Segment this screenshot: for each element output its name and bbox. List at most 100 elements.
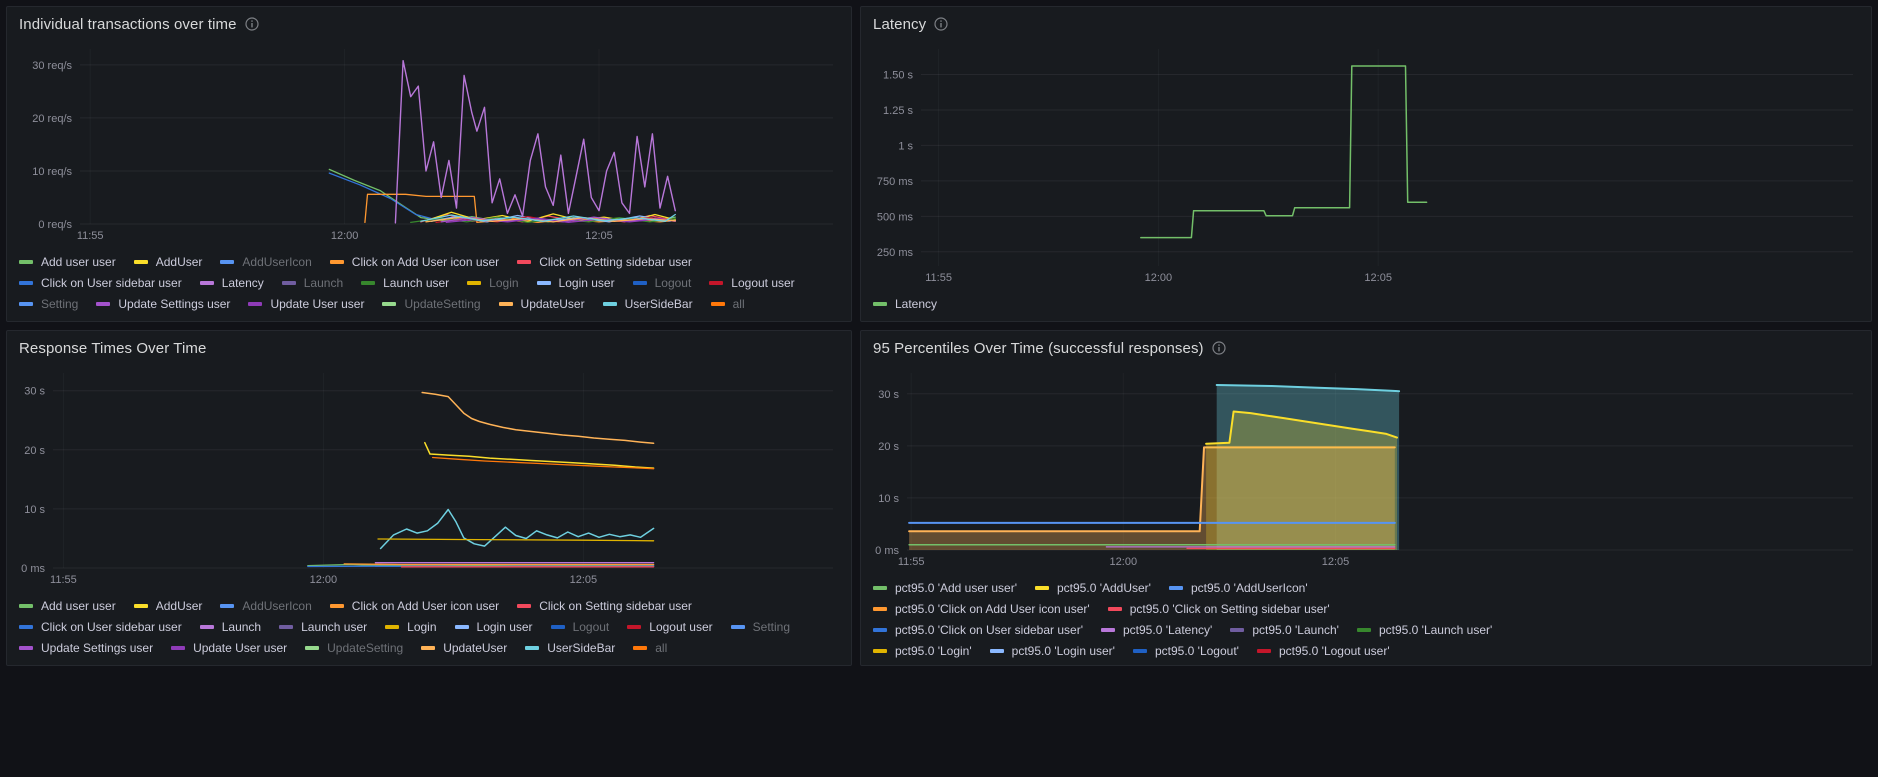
legend-item[interactable]: pct95.0 'Click on User sidebar user' xyxy=(873,623,1083,637)
legend-item[interactable]: all xyxy=(710,297,745,311)
legend-item[interactable]: Launch xyxy=(281,276,343,290)
legend-item[interactable]: Logout xyxy=(632,276,691,290)
legend-item[interactable]: pct95.0 'Login user' xyxy=(989,644,1115,658)
legend-item[interactable]: pct95.0 'Launch' xyxy=(1230,623,1339,637)
svg-text:12:00: 12:00 xyxy=(1110,556,1138,568)
legend-item[interactable]: AddUserIcon xyxy=(220,599,312,613)
legend-item[interactable]: pct95.0 'Add user user' xyxy=(873,581,1017,595)
legend-item[interactable]: pct95.0 'Click on Add User icon user' xyxy=(873,602,1090,616)
legend-item[interactable]: Update Settings user xyxy=(96,297,230,311)
panel-title[interactable]: Latency xyxy=(873,15,927,33)
legend-item[interactable]: Latency xyxy=(199,276,264,290)
legend-item[interactable]: Logout xyxy=(550,620,609,634)
legend-item[interactable]: pct95.0 'Click on Setting sidebar user' xyxy=(1107,602,1330,616)
legend-swatch xyxy=(873,607,887,611)
legend-label: Setting xyxy=(752,620,791,634)
legend-swatch xyxy=(627,625,642,629)
svg-text:11:55: 11:55 xyxy=(50,574,77,586)
svg-text:11:55: 11:55 xyxy=(898,556,925,568)
percentiles-chart[interactable]: 0 ms 10 s 20 s 30 s 11:55 12:00 12:05 xyxy=(865,365,1867,570)
legend-item[interactable]: Add user user xyxy=(19,599,116,613)
legend-item[interactable]: pct95.0 'Login' xyxy=(873,644,972,658)
legend-item[interactable]: pct95.0 'Latency' xyxy=(1101,623,1212,637)
legend-label: Add user user xyxy=(41,255,116,269)
response-times-legend: Add user user AddUser AddUserIcon Click on … xyxy=(7,588,851,665)
legend-label: Update Settings user xyxy=(41,641,154,655)
legend-item[interactable]: UpdateSetting xyxy=(382,297,481,311)
legend-item[interactable]: Login user xyxy=(536,276,615,290)
svg-text:12:05: 12:05 xyxy=(570,574,598,586)
legend-item[interactable]: Latency xyxy=(873,297,937,311)
legend-label: Login xyxy=(489,276,519,290)
panel-title[interactable]: Response Times Over Time xyxy=(19,339,207,357)
legend-swatch xyxy=(710,302,725,306)
info-icon[interactable] xyxy=(934,17,948,31)
legend-item[interactable]: UpdateSetting xyxy=(305,641,403,655)
legend-item[interactable]: pct95.0 'Logout' xyxy=(1132,644,1239,658)
legend-label: pct95.0 'Login' xyxy=(895,644,972,658)
legend-swatch xyxy=(361,281,376,285)
legend-item[interactable]: AddUser xyxy=(133,255,202,269)
legend-item[interactable]: Click on User sidebar user xyxy=(19,276,182,290)
legend-item[interactable]: Login xyxy=(385,620,437,634)
svg-text:250 ms: 250 ms xyxy=(877,247,914,259)
legend-label: pct95.0 'Launch' xyxy=(1252,623,1339,637)
legend-item[interactable]: UserSideBar xyxy=(525,641,615,655)
info-icon[interactable] xyxy=(244,17,259,31)
chart-canvas[interactable]: 0 ms 10 s 20 s 30 s 11:55 12:00 12:05 xyxy=(11,365,847,588)
legend-label: UserSideBar xyxy=(624,297,693,311)
legend-item[interactable]: AddUserIcon xyxy=(220,255,312,269)
legend-item[interactable]: AddUser xyxy=(133,599,202,613)
panel-title[interactable]: Individual transactions over time xyxy=(19,15,237,33)
legend-item[interactable]: Click on User sidebar user xyxy=(19,620,182,634)
info-icon[interactable] xyxy=(1212,341,1226,355)
svg-text:10 s: 10 s xyxy=(24,504,45,516)
legend-label: pct95.0 'Click on Setting sidebar user' xyxy=(1129,602,1330,616)
chart-canvas[interactable]: 0 ms 10 s 20 s 30 s 11:55 12:00 12:05 xyxy=(865,365,1867,570)
legend-item[interactable]: UpdateUser xyxy=(498,297,585,311)
legend-item[interactable]: pct95.0 'Logout user' xyxy=(1256,644,1390,658)
legend-label: Logout user xyxy=(649,620,713,634)
latency-chart[interactable]: 250 ms 500 ms 750 ms 1 s 1.25 s 1.50 s 11:55 12… xyxy=(865,41,1867,286)
legend-item[interactable]: Update Settings user xyxy=(19,641,153,655)
svg-text:20 s: 20 s xyxy=(24,445,45,457)
legend-item[interactable]: all xyxy=(633,641,667,655)
chart-canvas[interactable]: 0 req/s 10 req/s 20 req/s 30 req/s 11:55 12:0… xyxy=(11,41,847,244)
legend-item[interactable]: Login xyxy=(467,276,519,290)
panel-header[interactable]: 95 Percentiles Over Time (successful res… xyxy=(861,331,1871,365)
legend-item[interactable]: Update User user xyxy=(171,641,287,655)
legend-item[interactable]: Update User user xyxy=(248,297,364,311)
legend-item[interactable]: Setting xyxy=(19,297,78,311)
legend-item[interactable]: Setting xyxy=(730,620,791,634)
legend-item[interactable]: Logout user xyxy=(709,276,795,290)
legend-item[interactable]: pct95.0 'Launch user' xyxy=(1356,623,1492,637)
legend-item[interactable]: pct95.0 'AddUserIcon' xyxy=(1168,581,1308,595)
legend-swatch xyxy=(382,302,397,306)
legend-item[interactable]: pct95.0 'AddUser' xyxy=(1035,581,1151,595)
panel-header[interactable]: Individual transactions over time xyxy=(7,7,851,41)
chart-canvas[interactable]: 250 ms 500 ms 750 ms 1 s 1.25 s 1.50 s 11:55 12… xyxy=(865,41,1867,286)
legend-item[interactable]: Click on Add User icon user xyxy=(329,255,499,269)
legend-item[interactable]: Launch xyxy=(199,620,261,634)
panel-header[interactable]: Latency xyxy=(861,7,1871,41)
legend-label: AddUserIcon xyxy=(242,255,312,269)
legend-item[interactable]: Click on Setting sidebar user xyxy=(517,599,692,613)
legend-label: Update User user xyxy=(270,297,365,311)
legend-item[interactable]: Click on Setting sidebar user xyxy=(517,255,692,269)
legend-row: Click on User sidebar user Launch Launch u… xyxy=(19,620,839,634)
legend-item[interactable]: UpdateUser xyxy=(421,641,507,655)
svg-text:30 req/s: 30 req/s xyxy=(32,60,72,72)
legend-item[interactable]: Login user xyxy=(454,620,533,634)
panel-header[interactable]: Response Times Over Time xyxy=(7,331,851,365)
legend-item[interactable]: Launch user xyxy=(361,276,449,290)
legend-swatch xyxy=(133,260,148,264)
legend-item[interactable]: Logout user xyxy=(627,620,713,634)
legend-item[interactable]: Launch user xyxy=(279,620,367,634)
legend-item[interactable]: Add user user xyxy=(19,255,116,269)
response-times-chart[interactable]: 0 ms 10 s 20 s 30 s 11:55 12:00 12:05 xyxy=(11,365,847,588)
legend-item[interactable]: Click on Add User icon user xyxy=(329,599,499,613)
legend-item[interactable]: UserSideBar xyxy=(602,297,693,311)
transactions-chart[interactable]: 0 req/s 10 req/s 20 req/s 30 req/s 11:55 12:0… xyxy=(11,41,847,244)
panel-title[interactable]: 95 Percentiles Over Time (successful res… xyxy=(873,339,1204,357)
legend-swatch xyxy=(454,625,469,629)
